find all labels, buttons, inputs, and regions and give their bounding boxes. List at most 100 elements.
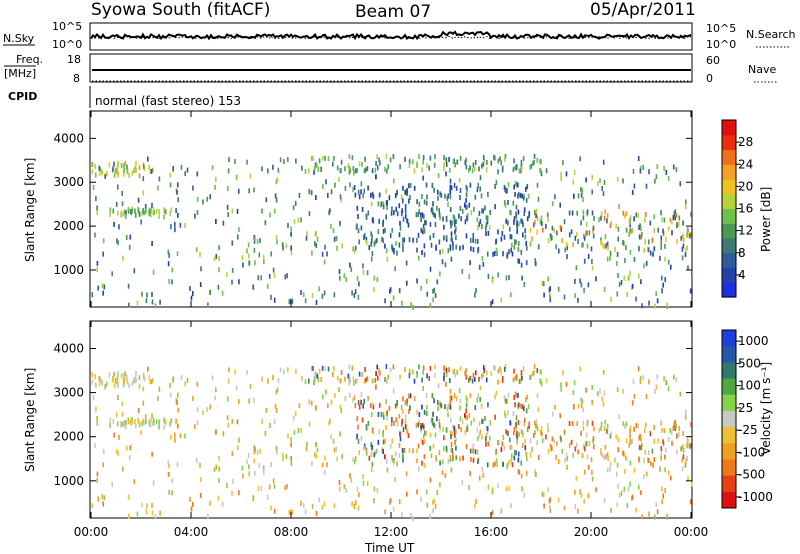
velocity-point — [415, 422, 418, 428]
velocity-point — [174, 432, 176, 438]
velocity-point — [448, 367, 450, 373]
velocity-point — [464, 413, 466, 418]
power-point — [209, 194, 211, 200]
power-point — [632, 168, 635, 174]
power-point — [432, 201, 434, 207]
velocity-colorbar-swatch — [722, 459, 736, 477]
power-point — [353, 292, 356, 298]
velocity-point — [664, 467, 666, 473]
velocity-point — [587, 493, 590, 499]
velocity-point — [116, 375, 119, 380]
power-point — [254, 236, 256, 242]
velocity-point — [394, 403, 397, 409]
velocity-point — [334, 393, 336, 399]
velocity-point — [481, 418, 483, 424]
power-point — [536, 157, 539, 163]
power-point — [142, 176, 145, 182]
power-point — [262, 254, 265, 260]
velocity-point — [510, 458, 512, 464]
power-point — [466, 186, 468, 192]
velocity-point — [396, 421, 399, 427]
power-point — [171, 279, 173, 285]
power-point — [433, 162, 436, 168]
velocity-point — [687, 442, 690, 448]
velocity-point — [452, 452, 454, 458]
power-point — [275, 179, 278, 185]
velocity-point — [392, 388, 395, 394]
power-point — [500, 297, 503, 303]
power-point — [371, 191, 374, 197]
power-point — [264, 220, 267, 226]
power-point — [150, 207, 152, 213]
sky-label: N.Sky — [3, 32, 35, 45]
power-point — [639, 168, 642, 174]
velocity-point — [115, 412, 118, 418]
velocity-point — [315, 510, 318, 516]
nave-label: Nave — [748, 63, 776, 76]
power-point — [406, 280, 408, 286]
velocity-point — [444, 404, 446, 410]
velocity-point — [678, 426, 681, 431]
velocity-point — [502, 376, 504, 381]
velocity-point — [340, 408, 343, 414]
velocity-point — [406, 401, 408, 407]
velocity-point — [338, 387, 340, 393]
power-point — [123, 168, 126, 173]
power-point — [404, 189, 406, 195]
power-point — [122, 171, 125, 177]
velocity-point — [469, 448, 472, 454]
power-point — [367, 185, 369, 191]
power-point — [547, 238, 550, 244]
power-point — [426, 194, 428, 200]
velocity-point — [164, 419, 167, 425]
power-point — [624, 258, 626, 263]
velocity-point — [376, 487, 379, 493]
power-point — [356, 205, 359, 211]
power-point — [660, 240, 663, 246]
velocity-point — [151, 451, 153, 457]
velocity-point — [472, 443, 475, 449]
velocity-point — [458, 388, 461, 394]
velocity-point — [671, 429, 673, 435]
velocity-point — [522, 366, 525, 372]
velocity-point — [95, 382, 97, 388]
power-point — [358, 239, 360, 245]
velocity-point — [386, 378, 388, 384]
power-point — [667, 226, 670, 232]
velocity-point — [653, 424, 655, 430]
power-point — [654, 303, 656, 309]
velocity-point — [629, 425, 632, 431]
velocity-point — [689, 444, 691, 450]
power-point — [378, 192, 381, 198]
power-point — [357, 214, 359, 219]
velocity-point — [640, 490, 642, 496]
velocity-point — [177, 392, 179, 398]
velocity-point — [478, 376, 480, 382]
velocity-point — [351, 365, 354, 371]
power-point — [402, 246, 404, 252]
power-point — [158, 213, 160, 219]
power-point — [610, 220, 613, 226]
velocity-point — [402, 427, 405, 433]
power-point — [95, 196, 97, 202]
power-point — [576, 210, 578, 216]
velocity-point — [548, 498, 551, 504]
power-point — [431, 207, 434, 213]
power-point — [339, 194, 342, 200]
power-point — [328, 210, 330, 216]
power-point — [671, 230, 673, 236]
power-point — [368, 245, 371, 251]
velocity-point — [126, 379, 129, 385]
velocity-point — [199, 462, 201, 468]
velocity-point — [438, 422, 441, 428]
velocity-point — [325, 389, 327, 395]
velocity-point — [465, 368, 467, 373]
power-point — [528, 210, 531, 216]
power-point — [288, 299, 291, 305]
velocity-point — [609, 466, 611, 472]
power-point — [164, 209, 167, 215]
velocity-point — [486, 426, 489, 432]
velocity-point — [443, 446, 445, 452]
power-point — [450, 256, 453, 262]
power-point — [113, 172, 116, 178]
